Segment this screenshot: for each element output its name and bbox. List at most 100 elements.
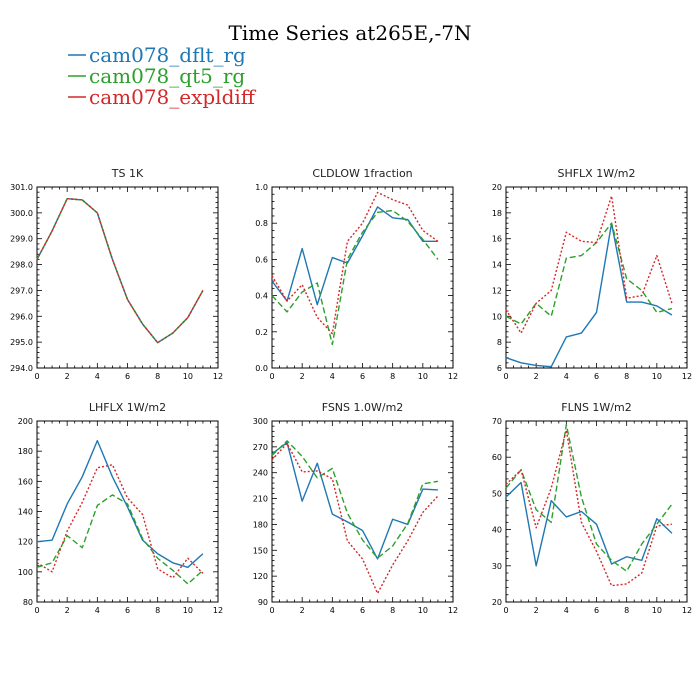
x-tick-label: 4 <box>95 372 100 381</box>
x-tick-label: 4 <box>330 606 335 615</box>
series-line-cam078_qt5_rg <box>36 494 204 585</box>
y-tick-label: 299.0 <box>10 235 33 244</box>
series-line-cam078_dflt_rg <box>36 197 204 344</box>
y-tick-label: 150 <box>253 546 268 555</box>
y-tick-label: 0.2 <box>255 328 268 337</box>
y-tick-label: 40 <box>492 526 502 535</box>
series-line-cam078_dflt_rg <box>505 222 673 368</box>
y-tick-label: 120 <box>18 538 33 547</box>
y-tick-label: 298.0 <box>10 261 33 270</box>
x-tick-label: 0 <box>269 372 274 381</box>
y-tick-label: 301.0 <box>10 183 33 192</box>
x-tick-label: 2 <box>65 372 70 381</box>
x-tick-label: 10 <box>418 606 428 615</box>
y-tick-label: 120 <box>253 572 268 581</box>
x-tick-label: 8 <box>390 606 395 615</box>
x-tick-label: 8 <box>390 372 395 381</box>
y-tick-label: 12 <box>492 286 502 295</box>
x-tick-label: 10 <box>652 606 662 615</box>
series-line-cam078_qt5_rg <box>505 222 673 325</box>
y-tick-label: 200 <box>18 417 33 426</box>
series-line-cam078_dflt_rg <box>505 481 673 567</box>
y-tick-label: 80 <box>23 598 33 607</box>
panel-5: FSNS 1.0W/m2 0 2 4 6 8 10 12 90 120 150 180 210 240 27… <box>253 401 458 615</box>
panel-title: SHFLX 1W/m2 <box>557 167 635 180</box>
x-tick-label: 6 <box>125 606 130 615</box>
x-tick-label: 2 <box>65 606 70 615</box>
y-tick-label: 296.0 <box>10 312 33 321</box>
y-tick-label: 1.0 <box>255 183 268 192</box>
x-tick-label: 10 <box>183 606 193 615</box>
series-line-cam078_expldiff <box>271 442 439 595</box>
x-tick-label: 2 <box>300 606 305 615</box>
x-tick-label: 10 <box>652 372 662 381</box>
x-tick-label: 8 <box>624 606 629 615</box>
y-tick-label: 160 <box>18 477 33 486</box>
y-tick-label: 0.6 <box>255 255 268 264</box>
x-tick-label: 10 <box>183 372 193 381</box>
series-line-cam078_expldiff <box>505 195 673 334</box>
panel-2: CLDLOW 1fraction 0 2 4 6 8 10 12 0.0 0.2 0.4 0.6 0.8… <box>255 167 458 381</box>
y-tick-label: 0.0 <box>255 364 268 373</box>
y-tick-label: 180 <box>18 447 33 456</box>
legend-label-qt5: cam078_qt5_rg <box>89 64 245 88</box>
plot-frame <box>271 420 454 603</box>
series-line-cam078_qt5_rg <box>505 423 673 572</box>
x-tick-label: 8 <box>624 372 629 381</box>
y-tick-label: 18 <box>492 209 502 218</box>
x-tick-label: 0 <box>503 372 508 381</box>
legend-label-expldiff: cam078_expldiff <box>89 85 257 109</box>
x-tick-label: 2 <box>534 606 539 615</box>
series-line-cam078_dflt_rg <box>36 439 204 569</box>
series-line-cam078_qt5_rg <box>271 440 439 559</box>
y-tick-label: 30 <box>492 562 502 571</box>
x-tick-label: 12 <box>448 372 458 381</box>
x-tick-label: 0 <box>34 606 39 615</box>
y-tick-label: 210 <box>253 495 268 504</box>
panel-title: FLNS 1W/m2 <box>561 401 631 414</box>
figure-title: Time Series at265E,-7N <box>229 21 472 45</box>
x-tick-label: 12 <box>213 606 223 615</box>
x-tick-label: 6 <box>594 372 599 381</box>
series-line-cam078_expldiff <box>36 464 204 579</box>
x-tick-label: 10 <box>418 372 428 381</box>
x-tick-label: 6 <box>360 372 365 381</box>
x-tick-label: 2 <box>300 372 305 381</box>
y-tick-label: 180 <box>253 520 268 529</box>
y-tick-label: 0.4 <box>255 292 268 301</box>
plot-frame <box>271 186 454 369</box>
y-tick-label: 295.0 <box>10 338 33 347</box>
series-line-cam078_dflt_rg <box>271 206 438 306</box>
y-tick-label: 100 <box>18 568 33 577</box>
panel-4: LHFLX 1W/m2 0 2 4 6 8 10 12 80 100 120 140 160 180 200 <box>18 401 223 615</box>
y-tick-label: 294.0 <box>10 364 33 373</box>
y-tick-label: 297.0 <box>10 286 33 295</box>
x-tick-label: 4 <box>564 606 569 615</box>
y-tick-label: 270 <box>253 443 268 452</box>
y-tick-label: 300.0 <box>10 209 33 218</box>
x-tick-label: 12 <box>213 372 223 381</box>
y-tick-label: 14 <box>492 261 502 270</box>
x-tick-label: 0 <box>269 606 274 615</box>
y-tick-label: 20 <box>492 598 502 607</box>
y-tick-label: 300 <box>253 417 268 426</box>
panel-3: SHFLX 1W/m2 0 2 4 6 8 10 12 6 8 10 12 14 16 18 20 <box>492 167 692 381</box>
series-line-cam078_expldiff <box>271 191 439 335</box>
y-tick-label: 60 <box>492 453 502 462</box>
x-tick-label: 6 <box>360 606 365 615</box>
x-tick-label: 12 <box>682 606 692 615</box>
x-tick-label: 0 <box>503 606 508 615</box>
x-tick-label: 12 <box>682 372 692 381</box>
panel-title: CLDLOW 1fraction <box>312 167 412 180</box>
panel-1: TS 1K 0 2 4 6 8 10 12 294.0 295.0 296.0 297.0 298.0 2… <box>10 167 223 381</box>
plot-frame <box>36 186 219 369</box>
y-tick-label: 8 <box>497 338 502 347</box>
x-tick-label: 8 <box>155 372 160 381</box>
x-tick-label: 2 <box>534 372 539 381</box>
y-tick-label: 0.8 <box>255 219 268 228</box>
legend: cam078_dflt_rg cam078_qt5_rg cam078_expl… <box>68 43 257 109</box>
y-tick-label: 16 <box>492 235 502 244</box>
x-tick-label: 6 <box>125 372 130 381</box>
y-tick-label: 20 <box>492 183 502 192</box>
